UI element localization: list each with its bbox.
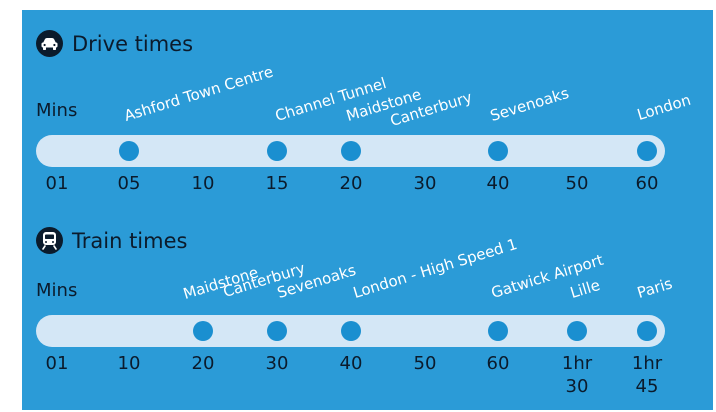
- drive-tick-label: 15: [265, 173, 289, 194]
- drive-stop-marker: [488, 141, 508, 161]
- train-stop-marker: [267, 321, 287, 341]
- train-tick-label: 30: [265, 353, 289, 374]
- train-stop-marker: [567, 321, 587, 341]
- train-tick-label: 60: [486, 353, 510, 374]
- train-tick-label: 10: [117, 353, 141, 374]
- drive-tick-label: 30: [413, 173, 437, 194]
- train-title: Train times: [72, 228, 188, 253]
- drive-title: Drive times: [72, 31, 194, 56]
- drive-tick-label: 50: [565, 173, 589, 194]
- drive-stop-marker: [637, 141, 657, 161]
- drive-tick-label: 20: [339, 173, 363, 194]
- train-stop-marker: [193, 321, 213, 341]
- drive-mins-label: Mins: [36, 100, 78, 121]
- train-tick-label: 1hr 45: [631, 353, 663, 397]
- drive-stop-marker: [119, 141, 139, 161]
- train-stop-marker: [637, 321, 657, 341]
- drive-tick-label: 40: [486, 173, 510, 194]
- train-stop-marker: [341, 321, 361, 341]
- train-tick-label: 20: [191, 353, 215, 374]
- drive-stop-marker: [341, 141, 361, 161]
- drive-tick-label: 05: [117, 173, 141, 194]
- train-mins-label: Mins: [36, 280, 78, 301]
- train-tick-label: 1hr 30: [561, 353, 593, 397]
- train-icon: [36, 227, 63, 254]
- train-tick-label: 40: [339, 353, 363, 374]
- drive-stop-marker: [267, 141, 287, 161]
- drive-tick-label: 60: [635, 173, 659, 194]
- train-tick-label: 50: [413, 353, 437, 374]
- drive-tick-label: 01: [45, 173, 69, 194]
- car-icon: [36, 30, 63, 57]
- drive-section-header: Drive times: [36, 30, 193, 57]
- train-tick-label: 01: [45, 353, 69, 374]
- train-section-header: Train times: [36, 227, 187, 254]
- drive-tick-label: 10: [191, 173, 215, 194]
- panel-background: [22, 10, 713, 410]
- train-stop-marker: [488, 321, 508, 341]
